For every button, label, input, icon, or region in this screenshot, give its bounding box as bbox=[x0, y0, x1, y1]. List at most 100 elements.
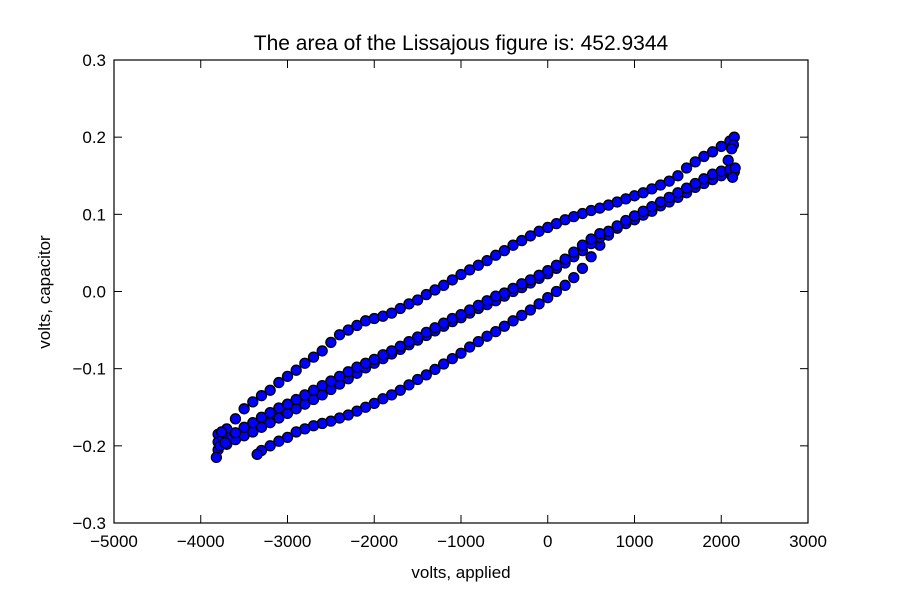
data-point bbox=[420, 288, 432, 301]
data-point bbox=[307, 384, 320, 396]
data-point bbox=[325, 336, 337, 349]
data-point bbox=[654, 196, 667, 208]
data-point bbox=[726, 143, 738, 155]
data-point bbox=[215, 426, 228, 438]
data-point bbox=[594, 227, 606, 240]
data-point bbox=[290, 426, 302, 438]
data-point bbox=[726, 171, 739, 183]
y-tick-label: 0.1 bbox=[82, 205, 106, 224]
data-point bbox=[507, 315, 519, 327]
data-point bbox=[585, 251, 597, 263]
data-point bbox=[464, 264, 476, 276]
data-point bbox=[533, 269, 545, 281]
data-point bbox=[585, 233, 597, 245]
data-point bbox=[307, 351, 320, 363]
data-point bbox=[516, 309, 528, 322]
data-point bbox=[698, 173, 710, 185]
data-point bbox=[455, 308, 467, 321]
data-point bbox=[446, 274, 458, 286]
data-point bbox=[672, 187, 684, 199]
data-point bbox=[281, 370, 294, 383]
data-point bbox=[333, 329, 346, 341]
data-point bbox=[507, 239, 519, 251]
data-point bbox=[689, 156, 701, 168]
data-point bbox=[507, 282, 519, 295]
x-axis-label: volts, applied bbox=[411, 563, 510, 582]
data-point bbox=[542, 265, 554, 277]
data-point bbox=[490, 325, 502, 338]
data-point bbox=[611, 220, 623, 232]
data-point bbox=[316, 345, 328, 357]
data-point bbox=[238, 403, 250, 415]
data-point bbox=[385, 345, 398, 357]
x-tick-label: 3000 bbox=[789, 532, 827, 551]
data-point bbox=[437, 358, 450, 370]
data-point bbox=[550, 285, 563, 298]
data-point bbox=[255, 390, 268, 402]
data-point bbox=[394, 302, 406, 315]
data-point bbox=[394, 384, 406, 396]
data-point bbox=[290, 393, 302, 406]
data-point bbox=[472, 299, 485, 312]
data-point bbox=[680, 182, 693, 194]
data-point bbox=[524, 230, 537, 242]
data-point bbox=[247, 417, 259, 429]
data-point bbox=[498, 320, 511, 332]
data-point bbox=[455, 268, 467, 281]
data-point bbox=[403, 379, 415, 391]
data-point bbox=[437, 317, 450, 329]
data-point bbox=[238, 421, 250, 433]
data-point bbox=[247, 396, 259, 408]
data-point bbox=[646, 200, 658, 213]
data-point bbox=[672, 170, 684, 182]
data-point bbox=[429, 363, 441, 376]
data-point bbox=[490, 249, 502, 261]
data-point bbox=[377, 393, 389, 405]
data-point bbox=[706, 146, 719, 158]
axis-ticks: −5000 −4000 −3000 −2000 −1000 0 1000 2000 3000 −0… bbox=[72, 51, 826, 551]
x-tick-label: −2000 bbox=[350, 532, 398, 551]
data-point bbox=[446, 352, 458, 365]
x-tick-label: 2000 bbox=[702, 532, 740, 551]
data-points bbox=[210, 131, 741, 464]
data-point bbox=[576, 262, 589, 275]
data-point bbox=[663, 175, 675, 187]
data-point bbox=[663, 191, 675, 204]
x-tick-label: −1000 bbox=[437, 532, 485, 551]
data-point bbox=[273, 435, 285, 447]
data-point bbox=[542, 292, 554, 304]
data-point bbox=[394, 340, 406, 352]
data-point bbox=[568, 271, 580, 284]
data-point bbox=[689, 177, 701, 190]
data-point bbox=[210, 451, 223, 464]
data-point bbox=[264, 384, 276, 396]
y-tick-label: −0.2 bbox=[72, 437, 106, 456]
data-point bbox=[455, 347, 467, 359]
data-point bbox=[464, 341, 476, 353]
data-point bbox=[722, 154, 734, 166]
data-point bbox=[264, 440, 276, 452]
data-point bbox=[524, 304, 537, 316]
data-point bbox=[533, 298, 545, 310]
y-tick-label: −0.3 bbox=[72, 514, 106, 533]
data-point bbox=[273, 376, 285, 389]
y-axis-label: volts, capacitor bbox=[35, 235, 54, 349]
data-point bbox=[229, 413, 242, 425]
data-point bbox=[576, 239, 589, 251]
data-point bbox=[420, 369, 432, 381]
x-tick-label: −5000 bbox=[90, 532, 138, 551]
data-point bbox=[637, 205, 649, 217]
data-point bbox=[516, 234, 528, 247]
data-point bbox=[299, 357, 311, 369]
chart-title: The area of the Lissajous figure is: 452… bbox=[254, 32, 669, 55]
data-point bbox=[481, 330, 493, 342]
data-point bbox=[715, 140, 727, 153]
data-point bbox=[351, 319, 363, 332]
data-point bbox=[299, 389, 311, 401]
data-point bbox=[290, 364, 302, 376]
y-tick-label: 0.2 bbox=[82, 128, 106, 147]
data-point bbox=[620, 214, 632, 227]
data-point bbox=[498, 287, 511, 299]
data-point bbox=[229, 427, 242, 439]
